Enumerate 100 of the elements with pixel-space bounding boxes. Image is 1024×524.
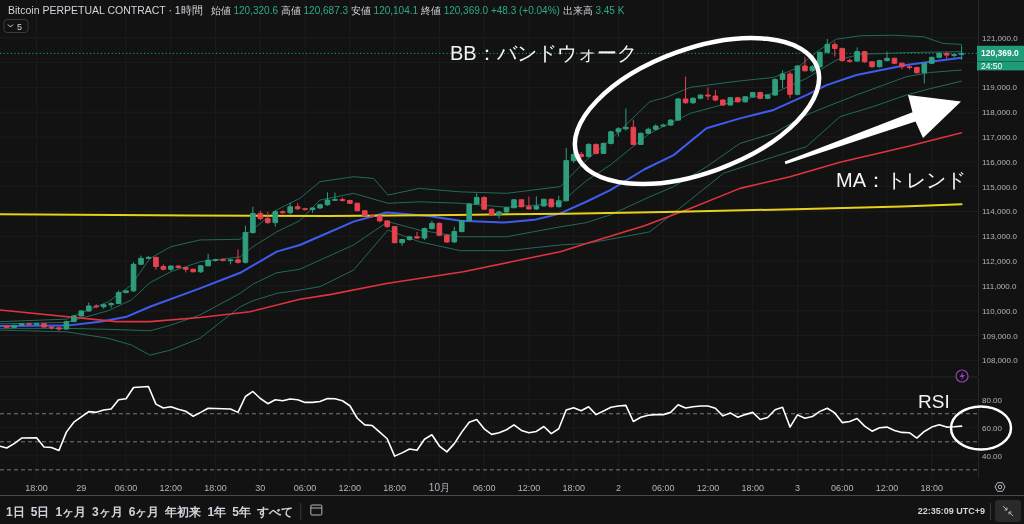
candlestick bbox=[787, 71, 793, 99]
x-tick-label: 29 bbox=[76, 483, 87, 493]
candlestick bbox=[406, 235, 413, 242]
candlestick bbox=[33, 322, 40, 326]
candlestick bbox=[593, 142, 599, 155]
x-tick-label: 10月 bbox=[428, 482, 450, 493]
candlestick bbox=[503, 206, 510, 214]
x-tick-label: 18:00 bbox=[383, 483, 406, 493]
annotation: BB：バンドウォーク bbox=[450, 42, 637, 64]
y-tick-label: 115,000.0 bbox=[982, 182, 1018, 192]
candlestick bbox=[734, 96, 741, 104]
candlestick bbox=[332, 192, 338, 202]
text: 22:35:09 UTC+9 bbox=[917, 506, 985, 516]
x-tick-label: 2 bbox=[615, 483, 621, 493]
x-tick-label: 12:00 bbox=[159, 483, 183, 493]
annotation: RSI bbox=[918, 391, 950, 412]
candlestick bbox=[56, 326, 62, 332]
candlestick bbox=[951, 52, 957, 59]
candlestick bbox=[212, 258, 219, 263]
annotation: MA：トレンド bbox=[836, 169, 966, 191]
candlestick bbox=[41, 322, 47, 329]
candlestick bbox=[235, 248, 241, 265]
y-tick-label: 60.00 bbox=[982, 423, 1003, 433]
candlestick bbox=[175, 264, 182, 270]
candlestick bbox=[18, 322, 25, 327]
text: 3ヶ月 bbox=[92, 504, 123, 519]
candlestick bbox=[265, 211, 271, 225]
y-tick-label: 114,000.0 bbox=[982, 207, 1018, 217]
y-tick-label: 40.00 bbox=[982, 451, 1003, 461]
candlestick bbox=[854, 46, 860, 63]
candlestick bbox=[697, 93, 704, 100]
x-tick-label: 30 bbox=[255, 483, 266, 493]
candlestick bbox=[585, 142, 592, 158]
y-tick-label: 117,000.0 bbox=[982, 133, 1018, 142]
text: 6ヶ月 bbox=[128, 504, 160, 519]
candlestick bbox=[287, 202, 293, 215]
candlestick bbox=[436, 221, 443, 237]
x-tick-label: 06:00 bbox=[114, 483, 138, 493]
candlestick bbox=[227, 258, 234, 265]
candlestick bbox=[682, 76, 689, 105]
candlestick bbox=[496, 210, 502, 219]
candlestick bbox=[779, 69, 786, 89]
text: 1年 bbox=[207, 504, 227, 519]
candlestick bbox=[63, 320, 70, 331]
x-tick-label: 06:00 bbox=[830, 483, 854, 493]
candlestick bbox=[518, 198, 525, 208]
candlestick bbox=[727, 96, 734, 107]
text: すべて bbox=[255, 504, 293, 519]
text: 5日 bbox=[30, 504, 50, 519]
y-tick-label: 113,000.0 bbox=[982, 232, 1018, 242]
candlestick bbox=[876, 59, 883, 69]
candlestick bbox=[272, 209, 279, 228]
candlestick bbox=[93, 303, 100, 309]
candlestick bbox=[168, 264, 174, 272]
candlestick bbox=[250, 206, 256, 235]
candlestick bbox=[630, 119, 637, 146]
x-tick-label: 18:00 bbox=[25, 483, 48, 493]
candlestick bbox=[921, 62, 928, 84]
candlestick bbox=[914, 66, 920, 75]
text: 5年 bbox=[232, 504, 251, 519]
x-tick-label: 12:00 bbox=[696, 483, 720, 493]
candlestick bbox=[257, 210, 264, 221]
candlestick bbox=[742, 95, 749, 104]
y-tick-label: 80.00 bbox=[982, 395, 1003, 405]
candlestick bbox=[429, 220, 435, 230]
candlestick bbox=[444, 233, 450, 244]
candlestick bbox=[339, 197, 346, 203]
candlestick bbox=[548, 198, 555, 208]
x-tick-label: 18:00 bbox=[920, 483, 944, 493]
text: 1日 bbox=[6, 504, 25, 519]
y-tick-label: 109,000.0 bbox=[982, 331, 1019, 341]
candlestick bbox=[511, 198, 517, 209]
candlestick bbox=[749, 91, 756, 99]
x-tick-label: 06:00 bbox=[293, 483, 317, 493]
x-tick-label: 18:00 bbox=[562, 483, 585, 493]
ref-line-label: 120,369.0 bbox=[981, 48, 1020, 59]
candlestick bbox=[220, 257, 226, 262]
candlestick bbox=[846, 58, 853, 64]
candlestick bbox=[85, 302, 92, 313]
candlestick bbox=[757, 91, 763, 100]
candlestick bbox=[481, 195, 487, 211]
x-tick-label: 12:00 bbox=[875, 483, 899, 493]
y-tick-label: 108,000.0 bbox=[982, 356, 1019, 366]
candlestick bbox=[802, 56, 808, 73]
candlestick bbox=[891, 57, 898, 65]
candlestick bbox=[533, 195, 540, 211]
candlestick bbox=[526, 196, 532, 211]
candlestick bbox=[391, 225, 398, 244]
candlestick bbox=[690, 96, 696, 105]
candlestick bbox=[414, 231, 420, 240]
candlestick bbox=[421, 227, 428, 241]
y-tick-label: 112,000.0 bbox=[982, 257, 1018, 267]
x-tick-label: 06:00 bbox=[472, 483, 496, 493]
y-tick-label: 110,000.0 bbox=[982, 306, 1018, 316]
y-tick-label: 119,000.0 bbox=[982, 83, 1018, 93]
candlestick bbox=[809, 64, 816, 73]
text: 24:50 bbox=[981, 60, 1003, 71]
text: 1ヶ月 bbox=[55, 504, 87, 519]
candlestick bbox=[541, 198, 547, 207]
candlestick bbox=[943, 51, 950, 60]
